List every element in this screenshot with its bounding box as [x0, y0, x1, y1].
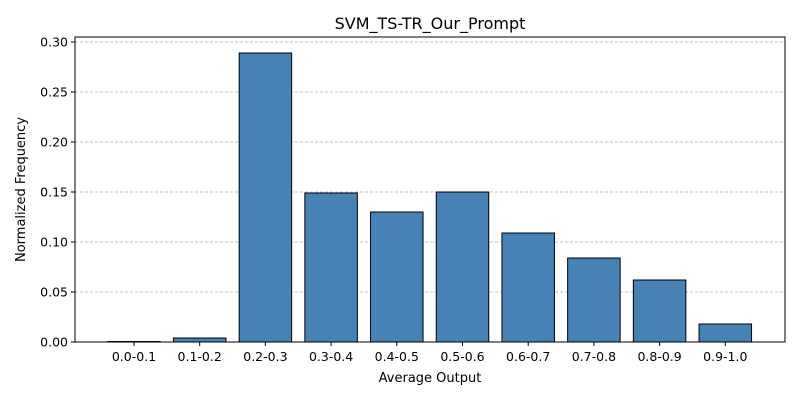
- bar-0.4-0.5: [370, 211, 424, 343]
- x-tick-label: 0.8-0.9: [637, 349, 681, 364]
- y-tick-label: 0.25: [40, 85, 68, 100]
- bar-0.3-0.4: [304, 192, 358, 343]
- bar-0.5-0.6: [435, 191, 490, 343]
- x-tick-label: 0.9-1.0: [703, 349, 747, 364]
- y-tick-label: 0.30: [40, 35, 68, 50]
- chart-title: SVM_TS-TR_Our_Prompt: [335, 14, 526, 34]
- plot-frame: [74, 36, 786, 343]
- bar-0.1-0.2: [172, 337, 227, 343]
- bar-0.6-0.7: [501, 232, 555, 343]
- x-tick-label: 0.0-0.1: [112, 349, 156, 364]
- bar-0.8-0.9: [632, 279, 687, 343]
- x-tick-label: 0.3-0.4: [309, 349, 353, 364]
- grid-lines: [75, 41, 785, 293]
- y-axis-label: Normalized Frequency: [14, 117, 29, 262]
- y-tick-label: 0.15: [40, 185, 68, 200]
- y-axis-ticks: 0.00 0.05 0.10 0.15 0.20 0.25 0.30: [40, 35, 75, 350]
- x-tick-label: 0.1-0.2: [178, 349, 222, 364]
- x-tick-label: 0.4-0.5: [375, 349, 419, 364]
- x-tick-label: 0.2-0.3: [243, 349, 287, 364]
- bar-0.7-0.8: [567, 257, 621, 343]
- bar-0.9-1.0: [698, 323, 753, 343]
- y-tick-label: 0.20: [40, 135, 68, 150]
- y-tick-label: 0.00: [40, 335, 68, 350]
- bar-0.2-0.3: [238, 52, 293, 343]
- y-tick-label: 0.05: [40, 285, 68, 300]
- x-axis-label: Average Output: [379, 371, 482, 386]
- x-tick-label: 0.6-0.7: [506, 349, 550, 364]
- x-axis-ticks: 0.0-0.1 0.1-0.2 0.2-0.3 0.3-0.4 0.4-0.5 0.5-0…: [112, 342, 747, 364]
- x-tick-label: 0.7-0.8: [572, 349, 616, 364]
- y-tick-label: 0.10: [40, 235, 68, 250]
- bars: [107, 52, 753, 343]
- x-tick-label: 0.5-0.6: [440, 349, 484, 364]
